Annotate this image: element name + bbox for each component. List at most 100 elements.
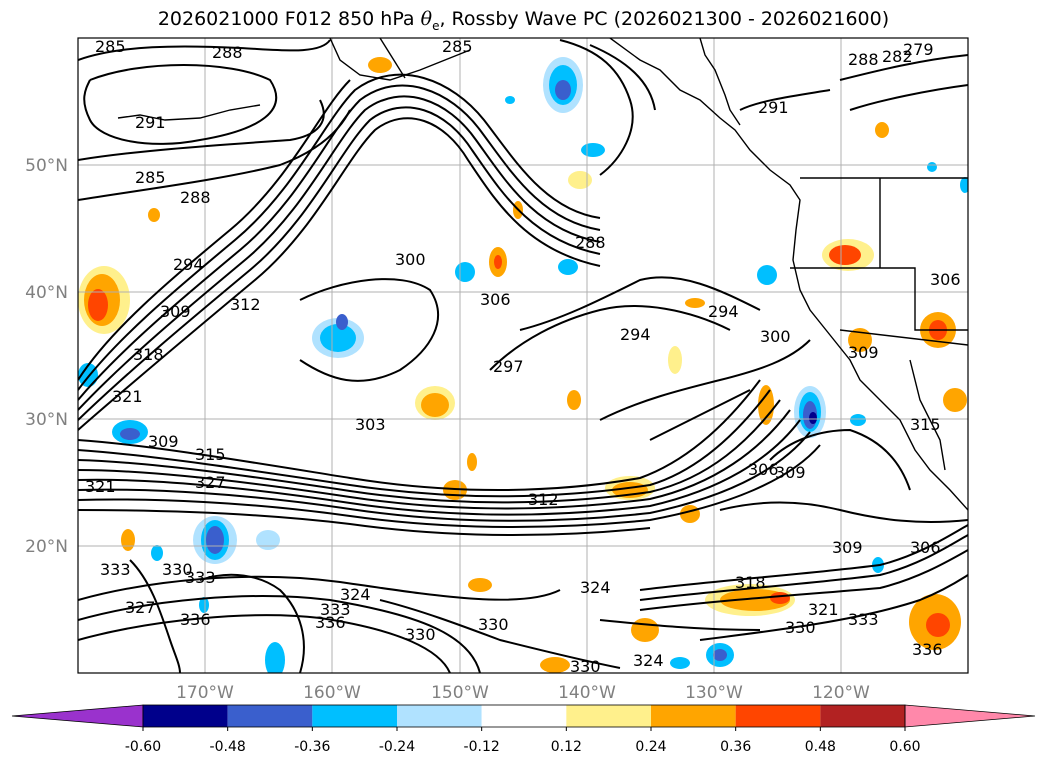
contour-label: 333 (100, 560, 131, 579)
contour-label: 294 (708, 302, 739, 321)
warm-anomaly (926, 613, 950, 637)
lon-tick-label: 120°W (812, 683, 870, 703)
cold-anomaly (120, 428, 140, 440)
warm-anomaly (467, 453, 477, 471)
colorbar-box (735, 705, 821, 727)
contour-label: 321 (85, 477, 116, 496)
contour-label: 312 (230, 295, 261, 314)
warm-anomaly (758, 385, 774, 425)
latitude-labels: 20°N 30°N 40°N 50°N (25, 156, 68, 557)
contour-label: 306 (748, 460, 779, 479)
warm-anomaly (421, 393, 449, 417)
colorbar-frame (142, 704, 906, 728)
contour-label: 285 (135, 168, 166, 187)
contour-label: 309 (775, 463, 806, 482)
contour-label: 309 (148, 432, 179, 451)
contour-label: 330 (162, 560, 193, 579)
contour-label: 330 (478, 615, 509, 634)
colorbar-tick-label: -0.48 (210, 739, 246, 755)
colorbar-tick-label: 0.24 (635, 739, 666, 755)
lon-tick-label: 140°W (558, 683, 616, 703)
warm-anomaly (567, 390, 581, 410)
contour-label: 306 (910, 538, 941, 557)
warm-anomaly (848, 328, 872, 352)
cold-anomaly (555, 80, 571, 100)
colorbar-tick-label: 0.12 (551, 739, 582, 755)
lat-tick-label: 50°N (25, 156, 68, 176)
contour-label: 288 (575, 233, 606, 252)
contour-label: 306 (480, 290, 511, 309)
contour-label: 321 (112, 387, 143, 406)
contour-label: 282 (882, 47, 913, 66)
cold-anomaly (757, 265, 777, 285)
contour-label: 321 (808, 600, 839, 619)
contour-label: 324 (633, 651, 664, 670)
contour-label: 318 (735, 573, 766, 592)
contour-label: 330 (405, 625, 436, 644)
colorbar-tick-label: 0.36 (720, 739, 751, 755)
warm-anomaly (540, 657, 570, 673)
contour-label: 312 (528, 490, 559, 509)
contour-label: 309 (160, 302, 191, 321)
cold-anomaly (265, 642, 285, 673)
contour-label: 288 (212, 43, 243, 62)
lon-tick-label: 150°W (431, 683, 489, 703)
contour-label: 303 (355, 415, 386, 434)
colorbar-tick-label: -0.60 (125, 739, 161, 755)
longitude-labels: 170°W 160°W 150°W 140°W 130°W 120°W (176, 683, 870, 703)
warm-anomaly (875, 122, 889, 138)
contour-label: 324 (580, 578, 611, 597)
warm-anomaly (770, 592, 790, 604)
contour-label: 315 (910, 415, 941, 434)
cold-anomaly (670, 657, 690, 669)
colorbar-box (143, 705, 228, 727)
contour-label: 309 (848, 343, 879, 362)
colorbar-extend-high (904, 704, 1036, 728)
warm-anomaly (88, 289, 108, 321)
contour-labels: 285 288 285 291 285 288 291 288 282 279 … (85, 37, 961, 673)
warm-anomaly (494, 255, 502, 269)
warm-anomaly (568, 171, 592, 189)
contour-label: 336 (180, 610, 211, 629)
colorbar-tick-label: 0.48 (805, 739, 836, 755)
warm-anomaly (943, 388, 967, 412)
cold-anomaly (850, 414, 866, 426)
cold-anomaly (151, 545, 163, 561)
contour-label: 324 (340, 585, 371, 604)
colorbar-box (566, 705, 651, 727)
cold-anomaly (505, 96, 515, 104)
contour-label: 288 (180, 188, 211, 207)
graticule (78, 38, 968, 673)
contour-label: 333 (320, 600, 351, 619)
contour-label: 294 (173, 255, 204, 274)
contour-label: 279 (903, 40, 934, 59)
contour-label: 330 (785, 618, 816, 637)
lat-tick-label: 20°N (25, 537, 68, 557)
lat-tick-label: 40°N (25, 283, 68, 303)
contour-label: 327 (125, 598, 156, 617)
colorbar-box (397, 705, 482, 727)
lon-tick-label: 130°W (685, 683, 743, 703)
contour-label: 333 (848, 610, 879, 629)
cold-anomaly (78, 363, 98, 387)
contour-label: 285 (95, 37, 126, 56)
contour-label: 333 (185, 568, 216, 587)
colorbar-box (481, 705, 567, 727)
cold-anomaly (558, 259, 578, 275)
contour-label: 294 (620, 325, 651, 344)
cold-anomaly (809, 412, 817, 424)
contour-label: 291 (758, 98, 789, 117)
colorbar-box (651, 705, 736, 727)
colorbar-extend-low (11, 704, 144, 728)
coastline (117, 38, 968, 511)
cold-anomaly (336, 314, 348, 330)
contour-label: 306 (930, 270, 961, 289)
lon-tick-label: 160°W (303, 683, 361, 703)
contour-label: 285 (442, 37, 473, 56)
warm-anomaly (631, 618, 659, 642)
colorbar: -0.60 -0.48 -0.36 -0.24 -0.12 0.12 0.24 0.36 0.4… (11, 704, 1036, 755)
cold-anomaly (320, 324, 356, 352)
colorbar-box (820, 705, 905, 727)
contour-label: 297 (493, 357, 524, 376)
warm-anomaly (685, 298, 705, 308)
